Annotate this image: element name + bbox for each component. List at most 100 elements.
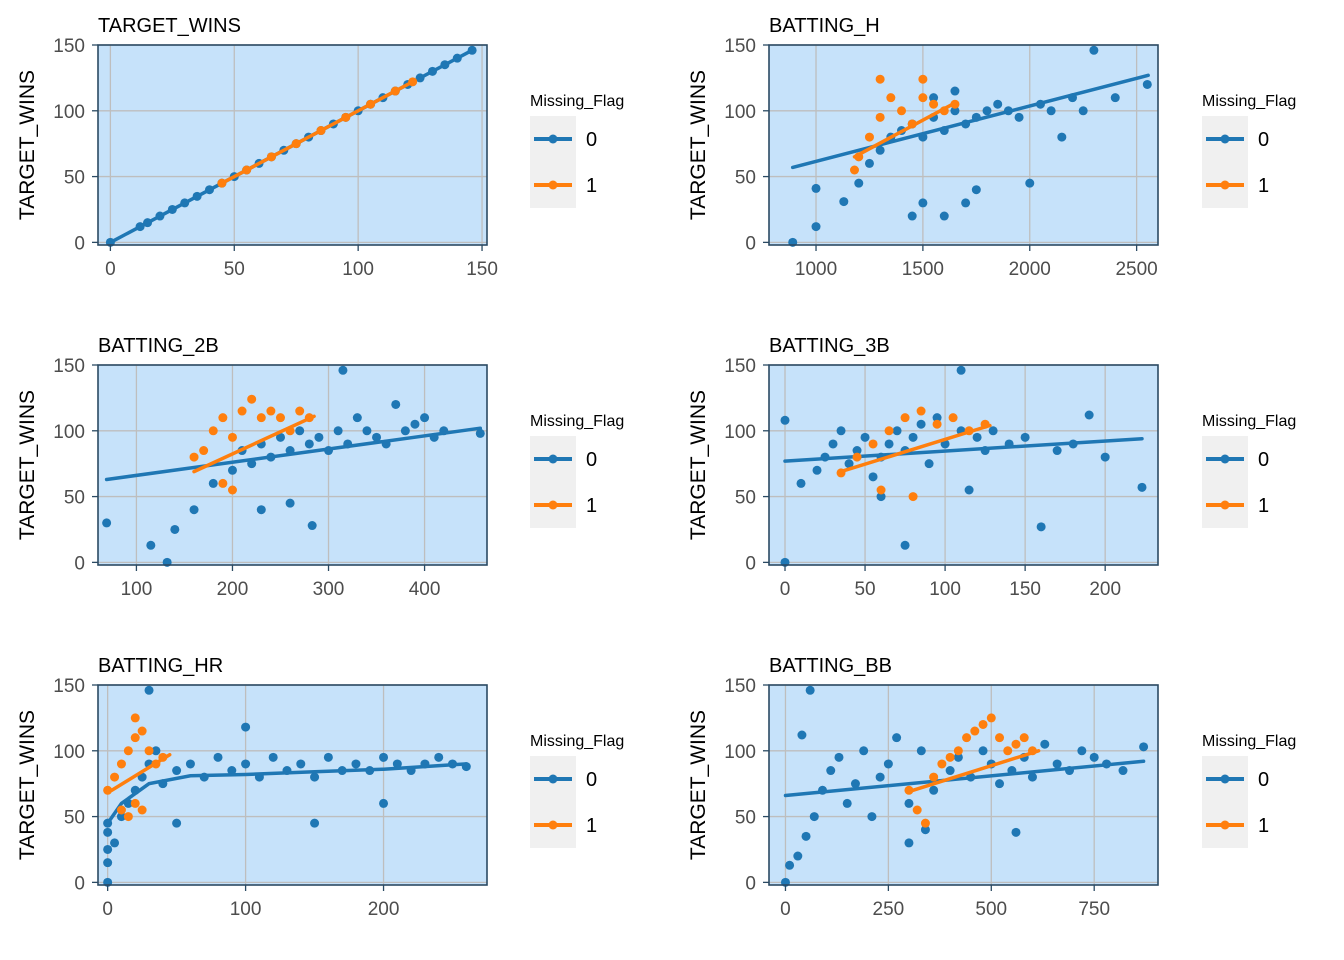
data-point [307,521,317,531]
data-point [797,730,807,740]
data-point [883,759,893,769]
data-point [323,752,333,762]
panel-title: BATTING_3B [769,335,890,357]
fit-line [852,101,957,159]
data-point [130,733,140,743]
legend-key-point [1220,774,1230,784]
legend: Missing_Flag 0 1 [530,93,624,208]
x-tick-label: 100 [929,579,961,600]
data-point [237,406,247,416]
data-point [852,446,862,456]
data-point [1110,93,1120,103]
data-point [1036,522,1046,532]
data-point [1011,827,1021,837]
series-0 [103,685,471,887]
y-tick-label: 50 [735,488,756,509]
data-point [852,452,862,462]
y-tick-label: 50 [735,168,756,189]
data-point [826,766,836,776]
data-point [978,746,988,756]
fit-line [192,414,316,474]
data-point [295,406,305,416]
data-point [218,478,228,488]
legend: Missing_Flag 0 1 [1202,413,1296,528]
fit-line [110,752,172,793]
data-point [333,426,343,436]
data-point [809,812,819,822]
data-point [932,419,942,429]
x-tick-label: 100 [342,259,374,280]
y-tick-label: 150 [53,356,85,377]
legend-label: 0 [1258,129,1269,151]
data-point [897,106,907,116]
x-tick-label: 0 [780,579,791,600]
y-axis-label: TARGET_WINS [16,70,39,220]
data-point [945,752,955,762]
panel-title: BATTING_BB [769,655,892,677]
series-1 [103,713,172,822]
x-tick-label: 500 [975,899,1007,920]
data-point [812,465,822,475]
legend-key-point [548,774,558,784]
data-point [372,432,382,442]
data-point [785,860,795,870]
y-tick-label: 150 [53,36,85,57]
data-point [988,426,998,436]
data-point [875,772,885,782]
panel-title: BATTING_H [769,15,880,37]
data-point [475,428,485,438]
panel-title: TARGET_WINS [98,15,241,37]
data-point [103,858,113,868]
data-point [844,459,854,469]
data-point [1084,410,1094,420]
y-axis-label: TARGET_WINS [687,390,710,540]
x-tick-label: 200 [368,899,400,920]
data-point [400,426,410,436]
data-point [275,413,285,423]
data-point [144,685,154,695]
fit-line [790,73,1150,170]
legend-key-point [548,454,558,464]
data-point [859,746,869,756]
data-point [948,413,958,423]
data-point [937,759,947,769]
data-point [391,399,401,409]
data-point [912,805,922,815]
data-point [1078,106,1088,116]
series-0 [788,45,1152,247]
panel-batting-h: 1000 1500 2000 2500 0 50 100 150 BATTING_H TARGET… [687,15,1296,280]
fit-line [105,762,469,825]
data-point [964,485,974,495]
data-point [130,798,140,808]
data-point [247,394,257,404]
data-point [256,413,266,423]
data-point [805,685,815,695]
data-point [351,759,361,769]
data-point [1046,106,1056,116]
data-point [110,838,120,848]
legend: Missing_Flag 0 1 [1202,93,1296,208]
data-point [151,746,161,756]
data-point [275,432,285,442]
legend-key-point [1220,180,1230,190]
panel-title: BATTING_HR [98,655,223,677]
data-point [972,432,982,442]
legend-title: Missing_Flag [530,93,624,110]
data-point [892,426,902,436]
data-point [241,722,251,732]
data-point [379,798,389,808]
data-point [227,766,237,776]
legend-label: 0 [586,449,597,471]
data-point [875,145,885,155]
data-point [1014,112,1024,122]
legend-title: Missing_Flag [530,733,624,750]
data-point [110,772,120,782]
data-point [811,222,821,232]
data-point [886,93,896,103]
data-point [185,759,195,769]
panel-batting-2b: 100 200 300 400 0 50 100 150 BATTING_2B TARGET_WI… [16,335,624,600]
data-point [918,74,928,84]
data-point [929,99,939,109]
legend-key-point [1220,820,1230,830]
data-point [392,759,402,769]
